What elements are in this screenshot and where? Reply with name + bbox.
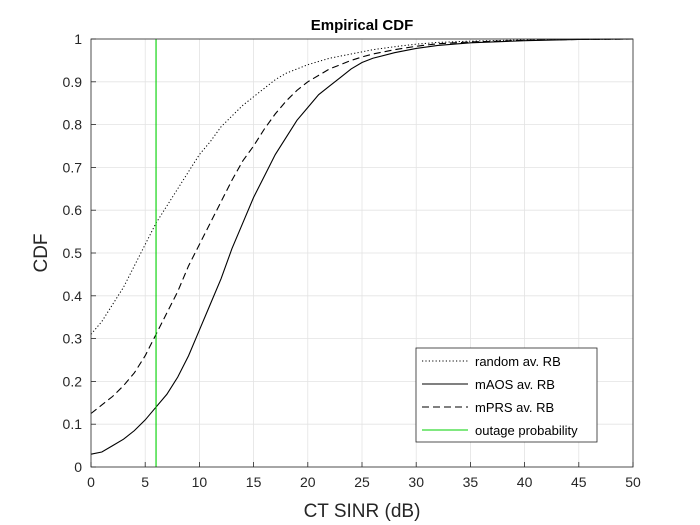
y-tick-label: 0.2 xyxy=(63,373,83,389)
y-tick-label: 0.3 xyxy=(63,331,83,347)
x-tick-label: 30 xyxy=(408,474,424,490)
legend: random av. RB mAOS av. RB mPRS av. RB outag… xyxy=(415,347,598,443)
y-tick-label: 0 xyxy=(74,459,82,475)
x-tick-label: 35 xyxy=(463,474,479,490)
x-tick-label: 0 xyxy=(87,474,95,490)
x-tick-label: 50 xyxy=(625,474,641,490)
x-axis-title: CT SINR (dB) xyxy=(304,501,421,522)
x-tick-label: 45 xyxy=(571,474,587,490)
legend-label-1: mAOS av. RB xyxy=(475,377,555,392)
legend-label-0: random av. RB xyxy=(475,354,561,369)
series-line-1 xyxy=(90,38,634,455)
x-tick-label: 15 xyxy=(246,474,262,490)
y-tick-label: 0.1 xyxy=(63,416,83,432)
x-tick-label: 25 xyxy=(354,474,370,490)
series-line-0 xyxy=(90,38,634,335)
legend-label-3: outage probability xyxy=(475,423,578,438)
legend-box xyxy=(415,347,598,443)
y-tick-label: 1 xyxy=(74,31,82,47)
y-tick-label: 0.9 xyxy=(63,74,83,90)
x-tick-label: 20 xyxy=(300,474,316,490)
x-tick-label: 10 xyxy=(192,474,208,490)
y-tick-label: 0.4 xyxy=(63,288,83,304)
x-tick-label: 40 xyxy=(517,474,533,490)
y-tick-label: 0.6 xyxy=(63,202,83,218)
y-tick-label: 0.8 xyxy=(63,117,83,133)
series-line-2 xyxy=(90,38,634,414)
y-axis-title: CDF xyxy=(31,233,52,272)
y-tick-label: 0.7 xyxy=(63,159,83,175)
chart-title: Empirical CDF xyxy=(311,17,414,34)
ticks: 0 5 10 15 20 25 30 35 40 45 50 0 0.1 0.2 0.3 0.4 0.5 0.6 0… xyxy=(63,31,641,490)
legend-label-2: mPRS av. RB xyxy=(475,400,554,415)
x-tick-label: 5 xyxy=(141,474,149,490)
y-tick-label: 0.5 xyxy=(63,245,83,261)
plot-lines xyxy=(90,38,634,467)
